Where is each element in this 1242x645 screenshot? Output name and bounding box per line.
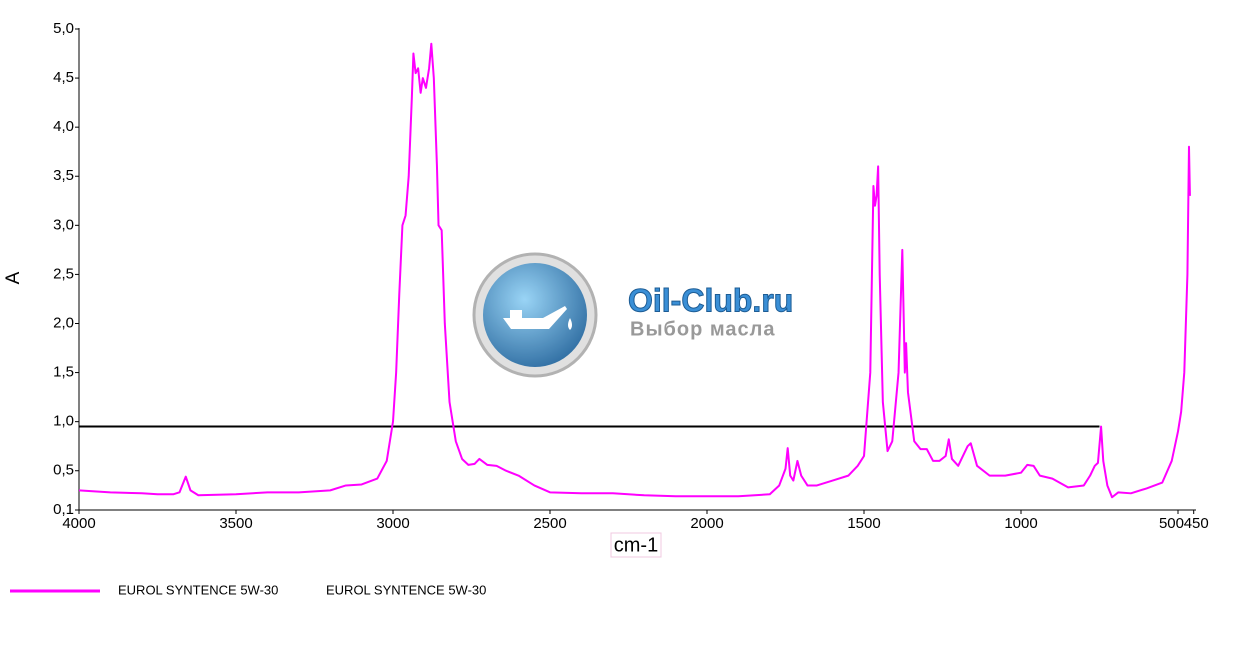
y-tick-label: 0,1 <box>53 501 74 518</box>
y-tick-label: 4,5 <box>53 69 74 86</box>
x-tick-label: 3000 <box>376 515 409 532</box>
x-tick-label: 450 <box>1184 515 1209 532</box>
y-tick-label: 5,0 <box>53 20 74 37</box>
x-tick-label: 3500 <box>219 515 252 532</box>
y-tick-label: 3,5 <box>53 167 74 184</box>
y-tick-label: 1,0 <box>53 413 74 430</box>
x-tick-label: 2500 <box>533 515 566 532</box>
y-tick-label: 0,5 <box>53 462 74 479</box>
y-tick-label: 2,0 <box>53 314 74 331</box>
x-axis-label: cm-1 <box>614 534 658 556</box>
watermark-title: Oil-Club.ru <box>628 282 793 318</box>
x-tick-label: 2000 <box>690 515 723 532</box>
watermark-subtitle: Выбор масла <box>630 318 775 340</box>
y-tick-label: 2,5 <box>53 265 74 282</box>
y-axis-label: A <box>3 271 24 284</box>
x-tick-label: 4000 <box>62 515 95 532</box>
x-label-box <box>610 532 662 558</box>
legend-label: EUROL SYNTENCE 5W-30 <box>118 582 278 597</box>
y-tick-label: 1,5 <box>53 364 74 381</box>
x-tick-label: 1500 <box>847 515 880 532</box>
x-tick-label: 1000 <box>1004 515 1037 532</box>
x-tick-label: 500 <box>1159 515 1184 532</box>
y-tick-label: 3,0 <box>53 216 74 233</box>
legend-description: EUROL SYNTENCE 5W-30 <box>326 582 486 597</box>
y-tick-label: 4,0 <box>53 118 74 135</box>
spectrum-line <box>78 42 1191 499</box>
watermark-logo <box>472 252 598 378</box>
